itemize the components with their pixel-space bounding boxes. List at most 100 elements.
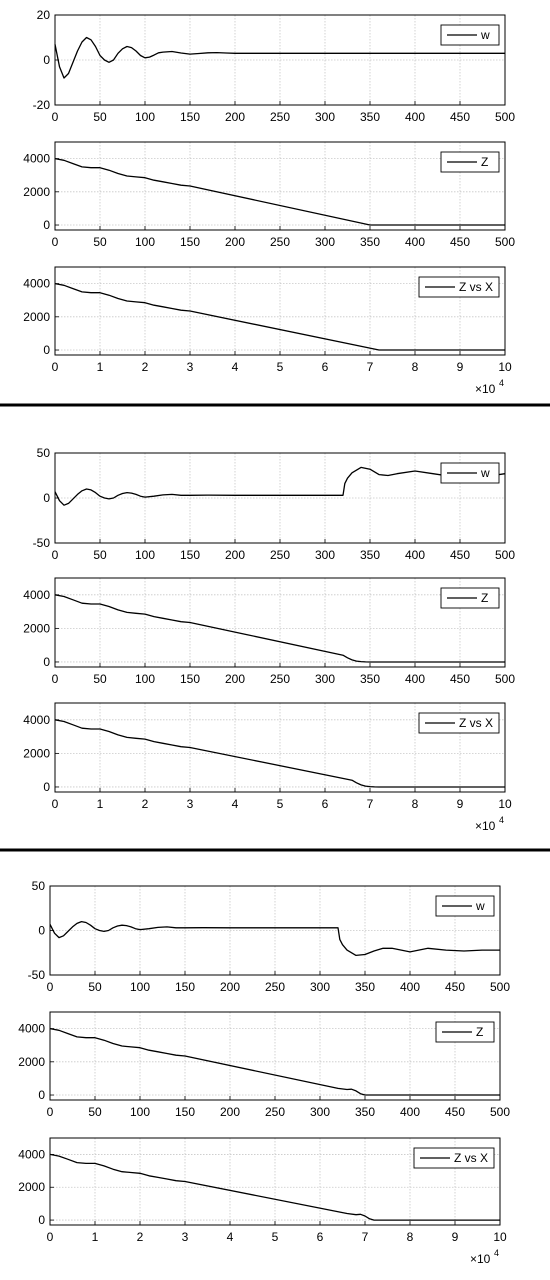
series-line — [54, 282, 505, 351]
x-tick-label: 250 — [270, 235, 290, 249]
x-tick-label: 250 — [265, 980, 285, 994]
x-tick-label: 300 — [315, 235, 335, 249]
y-tick-label: 4000 — [23, 152, 50, 166]
legend-label: Z vs X — [459, 280, 493, 294]
x-tick-label: 5 — [272, 1230, 279, 1244]
y-tick-label: 2000 — [18, 1180, 45, 1194]
y-tick-label: 0 — [43, 53, 50, 67]
x-tick-label: 0 — [52, 360, 59, 374]
y-tick-label: -50 — [33, 536, 51, 550]
x-tick-label: 400 — [405, 672, 425, 686]
y-tick-label: 0 — [43, 491, 50, 505]
legend-box — [418, 712, 500, 734]
y-tick-label: 2000 — [23, 310, 50, 324]
x-tick-label: 300 — [315, 672, 335, 686]
x-tick-label: 350 — [360, 110, 380, 124]
x-tick-label: 0 — [47, 1105, 54, 1119]
x-tick-label: 6 — [322, 360, 329, 374]
series-line — [54, 594, 505, 663]
chart-panel: 0 50 100 150 200 250 300 350 400 450 500 0 2000 4000 Z — [23, 141, 515, 249]
legend: Z vs X — [418, 712, 500, 734]
x-tick-label: 500 — [495, 235, 515, 249]
x-tick-label: 100 — [135, 672, 155, 686]
x-tick-label: 500 — [495, 110, 515, 124]
y-tick-label: 20 — [37, 8, 51, 22]
x-tick-label: 250 — [270, 672, 290, 686]
x-axis-multiplier: ×10 — [475, 382, 496, 396]
x-tick-label: 450 — [450, 672, 470, 686]
x-tick-label: 450 — [445, 1105, 465, 1119]
y-tick-label: 0 — [38, 1213, 45, 1227]
x-tick-label: 500 — [495, 548, 515, 562]
legend-label: Z vs X — [454, 1151, 488, 1165]
legend-label: Z vs X — [459, 716, 493, 730]
x-tick-label: 200 — [220, 980, 240, 994]
x-tick-label: 350 — [360, 672, 380, 686]
x-tick-label: 4 — [232, 360, 239, 374]
x-tick-label: 100 — [135, 110, 155, 124]
plot-area — [55, 578, 505, 667]
x-tick-label: 150 — [175, 980, 195, 994]
y-tick-label: 0 — [43, 218, 50, 232]
y-tick-label: 2000 — [23, 746, 50, 760]
x-tick-label: 1 — [97, 797, 104, 811]
y-tick-label: 4000 — [23, 588, 50, 602]
y-tick-label: 0 — [43, 343, 50, 357]
x-tick-label: 10 — [493, 1230, 507, 1244]
chart-panel: 0 50 100 150 200 250 300 350 400 450 500 0 2000 4000 Z — [18, 1011, 510, 1119]
legend: w — [435, 895, 495, 917]
x-tick-label: 350 — [355, 980, 375, 994]
y-tick-label: -20 — [33, 98, 51, 112]
x-tick-label: 400 — [405, 235, 425, 249]
x-tick-label: 150 — [175, 1105, 195, 1119]
x-axis-exponent: 4 — [494, 1248, 499, 1258]
x-tick-label: 9 — [457, 360, 464, 374]
x-tick-label: 10 — [498, 797, 512, 811]
x-tick-label: 150 — [180, 548, 200, 562]
x-tick-label: 150 — [180, 110, 200, 124]
x-tick-label: 450 — [450, 110, 470, 124]
x-tick-label: 300 — [310, 980, 330, 994]
y-tick-label: -50 — [28, 968, 46, 982]
x-tick-label: 0 — [47, 980, 54, 994]
x-tick-label: 500 — [495, 672, 515, 686]
legend-box — [413, 1147, 495, 1169]
y-tick-label: 4000 — [18, 1147, 45, 1161]
x-tick-label: 50 — [93, 548, 107, 562]
x-tick-label: 50 — [93, 235, 107, 249]
x-tick-label: 400 — [400, 980, 420, 994]
y-tick-label: 50 — [32, 879, 46, 893]
axes-box — [54, 577, 506, 668]
x-tick-label: 300 — [315, 548, 335, 562]
x-tick-label: 1 — [92, 1230, 99, 1244]
x-tick-label: 250 — [270, 110, 290, 124]
x-tick-label: 0 — [52, 110, 59, 124]
x-axis-exponent: 4 — [499, 815, 504, 825]
axes-box — [54, 702, 506, 793]
axes-box — [49, 1137, 501, 1226]
x-tick-label: 400 — [400, 1105, 420, 1119]
x-tick-label: 450 — [445, 980, 465, 994]
x-tick-label: 10 — [498, 360, 512, 374]
x-tick-label: 7 — [367, 360, 374, 374]
legend-label: Z — [476, 1025, 483, 1039]
chart-panel: 0 50 100 150 200 250 300 350 400 450 500 0 2000 4000 Z — [23, 577, 515, 686]
x-tick-label: 9 — [457, 797, 464, 811]
x-tick-label: 50 — [93, 672, 107, 686]
x-tick-label: 300 — [315, 110, 335, 124]
x-tick-label: 100 — [130, 1105, 150, 1119]
x-tick-label: 350 — [355, 1105, 375, 1119]
x-tick-label: 3 — [182, 1230, 189, 1244]
x-tick-label: 8 — [412, 360, 419, 374]
x-tick-label: 4 — [232, 797, 239, 811]
legend-label: w — [480, 28, 490, 42]
axes-box — [54, 14, 506, 106]
x-axis-multiplier: ×10 — [475, 819, 496, 833]
axes-box — [54, 266, 506, 356]
series-line — [49, 920, 500, 957]
y-tick-label: 50 — [37, 446, 51, 460]
x-tick-label: 400 — [405, 548, 425, 562]
x-tick-label: 2 — [137, 1230, 144, 1244]
